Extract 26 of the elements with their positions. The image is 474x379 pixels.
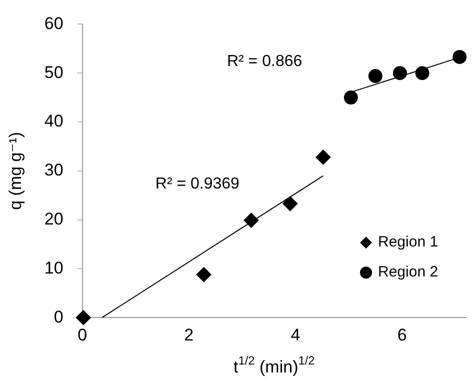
x-tick-label: 4 <box>290 325 300 344</box>
annotation: R² = 0.866 <box>226 52 302 70</box>
y-tick-label: 50 <box>44 62 64 82</box>
annotation: R² = 0.9369 <box>155 176 240 193</box>
x-tick-label: 0 <box>78 325 88 344</box>
point <box>316 150 331 165</box>
y-tick-label: 0 <box>54 307 64 326</box>
point <box>76 310 91 326</box>
point <box>196 267 212 282</box>
y-tick-label: 20 <box>44 209 64 228</box>
y-tick-label: 30 <box>44 160 64 180</box>
point <box>282 196 298 212</box>
y-tick-label: 10 <box>44 258 64 278</box>
point <box>368 69 382 84</box>
point <box>244 212 259 228</box>
point <box>415 66 430 80</box>
x-tick-label: 2 <box>184 325 194 344</box>
y-axis-title: q (mg g⁻¹) <box>6 132 25 210</box>
point <box>392 66 407 80</box>
x-tick-label: 6 <box>397 325 407 344</box>
point <box>344 90 358 105</box>
point <box>452 50 467 64</box>
legend-label: Region 1 <box>378 234 438 251</box>
legend-label: Region 2 <box>378 264 438 281</box>
y-tick-label: 40 <box>44 112 64 131</box>
y-tick-label: 60 <box>44 14 64 33</box>
